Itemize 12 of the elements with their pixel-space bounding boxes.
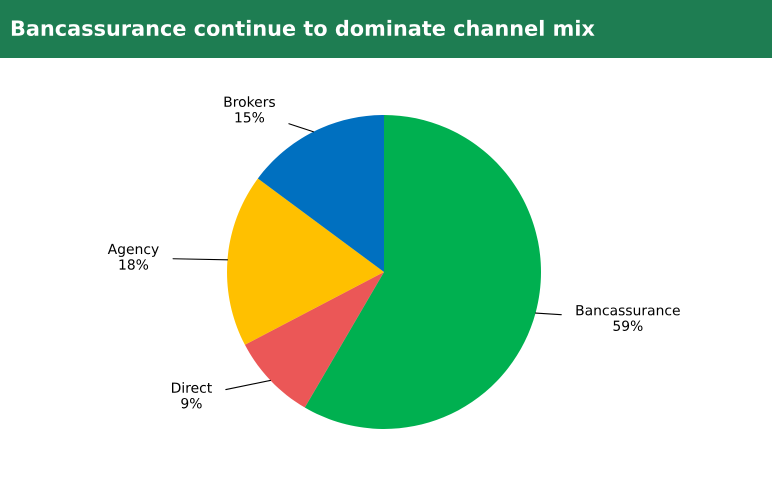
data-label: 9%: [181, 398, 202, 408]
pie-slice: [244, 272, 384, 408]
slice-label: Direct: [172, 382, 212, 393]
pie-slice: [227, 178, 384, 345]
data-label: 59%: [613, 320, 643, 331]
chart-title: Bancassurance continue to dominate channel mix: [12, 20, 595, 36]
data-label: 15%: [236, 112, 264, 123]
data-label: 18%: [120, 259, 148, 270]
slice-label: Brokers: [224, 96, 275, 107]
pie-slice: [304, 115, 541, 429]
slice-label: Agency: [108, 244, 159, 257]
slice-label: Bancassurance: [576, 305, 680, 316]
